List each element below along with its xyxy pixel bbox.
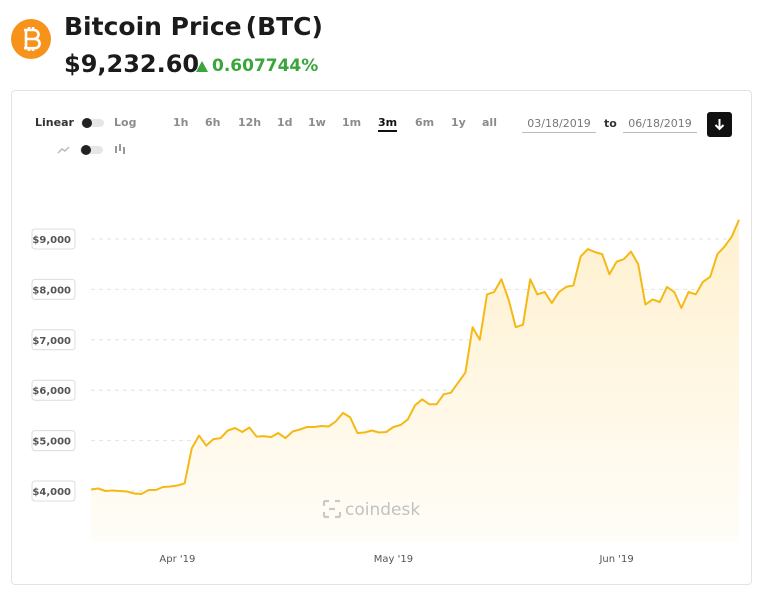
scale-toggle[interactable]: [80, 117, 106, 129]
title: Bitcoin Price (BTC): [64, 12, 323, 41]
date-to-label: to: [604, 117, 617, 130]
range-button[interactable]: 1d: [277, 116, 293, 129]
ticker: (BTC): [245, 12, 323, 41]
y-tick-box: [31, 430, 76, 452]
download-button[interactable]: [707, 112, 732, 137]
range-button[interactable]: all: [482, 116, 497, 129]
scale-log[interactable]: Log: [114, 116, 137, 129]
y-tick-box: [31, 228, 76, 250]
watermark: coindesk: [322, 499, 420, 520]
range-button[interactable]: 1m: [342, 116, 362, 129]
y-tick-box: [31, 329, 76, 351]
watermark-text: coindesk: [345, 500, 420, 520]
up-arrow: [196, 61, 208, 72]
range-button[interactable]: 3m: [378, 116, 398, 132]
y-tick-label: $7,000: [32, 336, 71, 347]
range-button[interactable]: 12h: [238, 116, 262, 129]
x-tick-label: Jun '19: [598, 554, 633, 565]
y-tick-box: [31, 379, 76, 401]
range-button[interactable]: 6m: [415, 116, 435, 129]
price-line: [90, 219, 740, 495]
y-tick-label: $5,000: [32, 437, 71, 448]
price-change: 0.607744%: [212, 56, 319, 76]
y-tick-label: $9,000: [32, 235, 71, 246]
date-from[interactable]: 03/18/2019: [522, 117, 596, 133]
x-tick-label: May '19: [374, 554, 413, 565]
range-button[interactable]: 1y: [451, 116, 466, 129]
chart-style-toggle[interactable]: [56, 142, 112, 158]
y-tick-label: $4,000: [32, 487, 71, 498]
date-to[interactable]: 06/18/2019: [623, 117, 697, 133]
area: [91, 219, 739, 542]
title-text: Bitcoin Price: [64, 12, 242, 41]
y-tick-label: $8,000: [32, 285, 71, 296]
y-tick-box: [31, 278, 76, 300]
scale-linear[interactable]: Linear: [35, 116, 74, 129]
price: $9,232.60: [64, 50, 200, 78]
chart-card: [11, 90, 752, 585]
candle-icon[interactable]: [114, 142, 128, 156]
y-tick-label: $6,000: [32, 386, 71, 397]
bitcoin-icon: [11, 19, 51, 59]
range-button[interactable]: 1w: [308, 116, 326, 129]
x-tick-label: Apr '19: [159, 554, 195, 565]
range-button[interactable]: 6h: [205, 116, 221, 129]
range-button[interactable]: 1h: [173, 116, 189, 129]
y-tick-box: [31, 480, 76, 502]
